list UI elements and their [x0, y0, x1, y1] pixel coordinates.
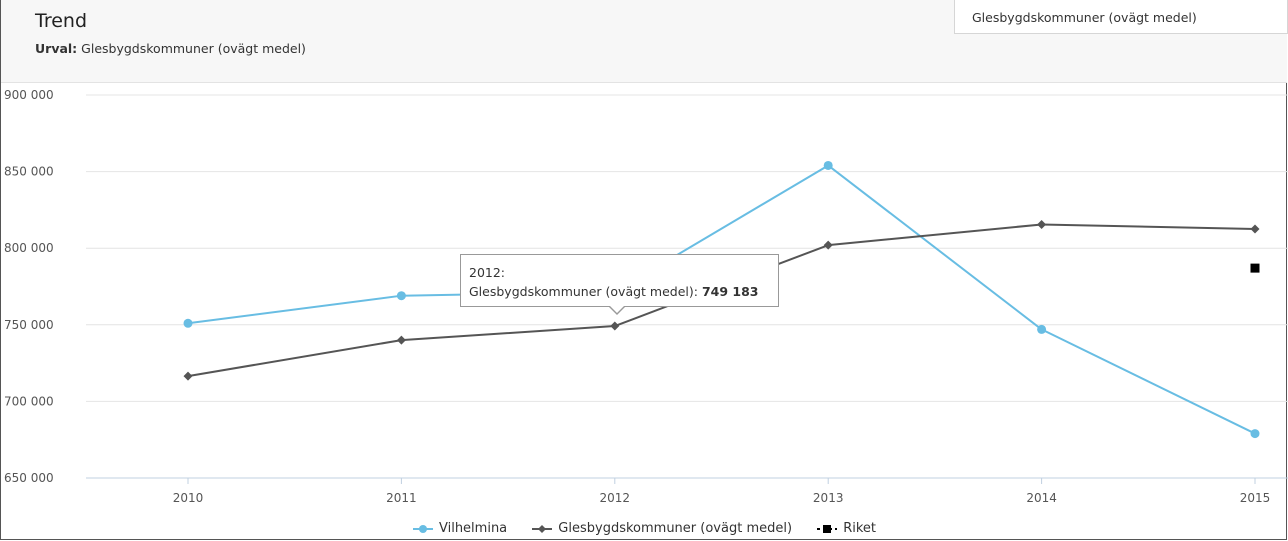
- tooltip-series: Glesbygdskommuner (ovägt medel):: [469, 284, 698, 299]
- x-tick-label: 2015: [1240, 491, 1271, 505]
- legend-item-riket[interactable]: Riket: [816, 521, 876, 536]
- data-point-circle: [396, 291, 406, 301]
- data-point-circle: [1250, 429, 1260, 439]
- x-tick-label: 2014: [1026, 491, 1057, 505]
- legend-diamond-icon: [532, 524, 553, 533]
- data-point-diamond: [610, 321, 620, 331]
- legend-item-glesbygd[interactable]: Glesbygdskommuner (ovägt medel): [531, 521, 792, 536]
- data-point-circle: [1037, 324, 1047, 334]
- selection-subtitle: Urval: Glesbygdskommuner (ovägt medel): [35, 41, 306, 56]
- data-point-circle: [183, 318, 193, 328]
- x-tick-label: 2012: [600, 491, 631, 505]
- data-point-circle: [823, 160, 833, 170]
- selection-label: Urval:: [35, 41, 78, 56]
- legend-square-icon: [817, 524, 838, 533]
- tooltip: 2012: Glesbygdskommuner (ovägt medel): 7…: [460, 254, 779, 307]
- legend-label-vilhelmina: Vilhelmina: [438, 521, 508, 536]
- y-tick-label: 900 000: [4, 88, 54, 102]
- x-tick-label: 2011: [386, 491, 417, 505]
- tooltip-line: Glesbygdskommuner (ovägt medel): 749 183: [469, 282, 778, 301]
- data-point-diamond: [183, 371, 193, 381]
- tooltip-pointer-fill: [610, 306, 624, 313]
- series-line-0: [187, 164, 1256, 435]
- y-tick-label: 850 000: [4, 165, 54, 179]
- x-tick-label: 2013: [813, 491, 844, 505]
- data-point-diamond: [396, 335, 406, 345]
- x-tick-label: 2010: [173, 491, 204, 505]
- tooltip-year: 2012:: [469, 265, 506, 280]
- selection-value: Glesbygdskommuner (ovägt medel): [81, 41, 306, 56]
- legend-circle-icon: [412, 524, 433, 533]
- legend-label-glesbygd: Glesbygdskommuner (ovägt medel): [558, 521, 793, 536]
- data-point-diamond: [1250, 224, 1260, 234]
- data-point-diamond: [823, 240, 833, 250]
- legend-item-vilhelmina[interactable]: Vilhelmina: [412, 521, 507, 536]
- tooltip-value: 749 183: [701, 284, 759, 299]
- y-tick-label: 700 000: [4, 394, 54, 408]
- data-point-square: [1250, 263, 1260, 273]
- chart-legend: Vilhelmina Glesbygdskommuner (ovägt mede…: [0, 521, 1288, 538]
- y-tick-label: 650 000: [4, 471, 54, 485]
- data-point-diamond: [1037, 219, 1047, 229]
- chart-title: Trend: [35, 10, 87, 32]
- y-tick-label: 750 000: [4, 318, 54, 332]
- legend-label-riket: Riket: [843, 521, 876, 536]
- y-tick-label: 800 000: [4, 241, 54, 255]
